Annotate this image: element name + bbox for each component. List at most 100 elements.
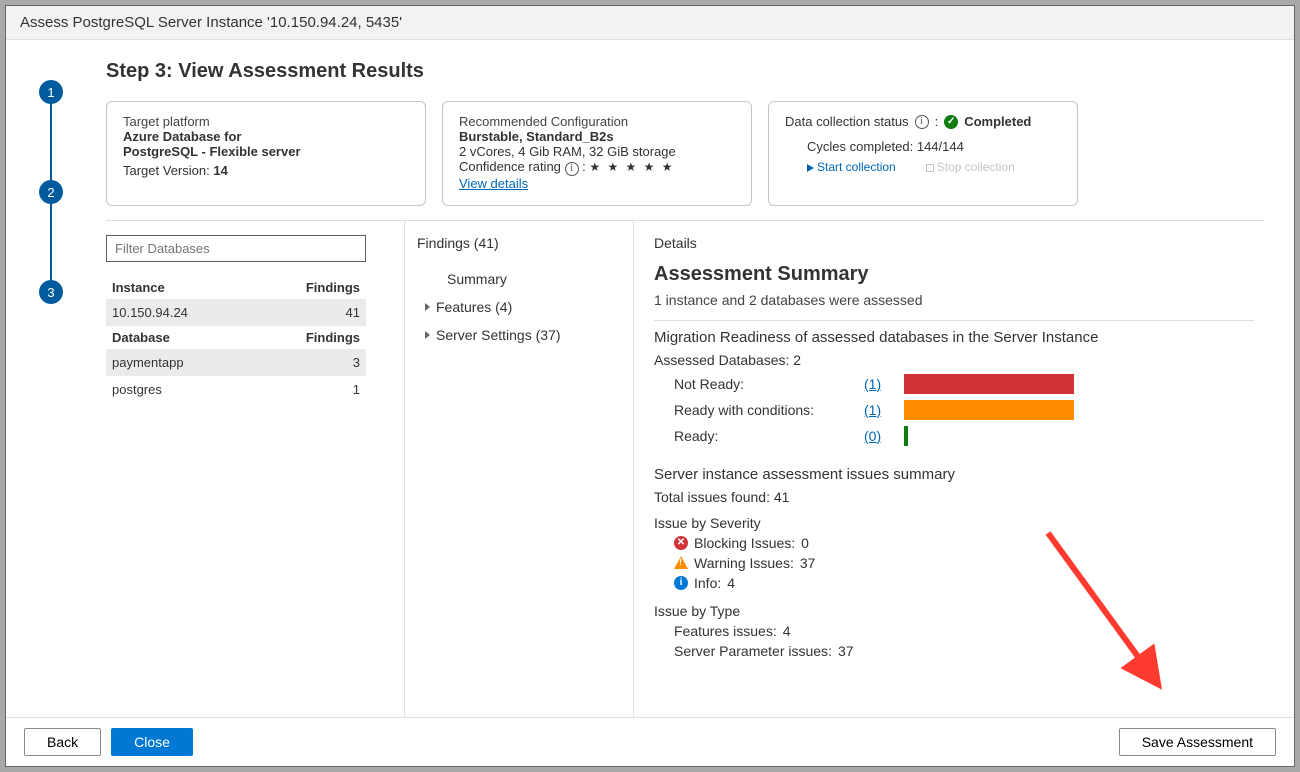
assessment-window: Assess PostgreSQL Server Instance '10.15…	[5, 5, 1295, 767]
findings-server-settings-label: Server Settings (37)	[436, 327, 561, 343]
warning-icon	[674, 556, 688, 569]
issues-summary-header: Server instance assessment issues summar…	[654, 458, 1254, 483]
not-ready-bar	[904, 374, 1074, 394]
info-issues-row: i Info: 4	[674, 575, 1254, 591]
readiness-ready-cond: Ready with conditions: (1)	[674, 400, 1254, 420]
features-issues-value: 4	[783, 623, 791, 639]
instance-row[interactable]: 10.150.94.24 41	[106, 299, 366, 326]
cycles-label: Cycles completed:	[807, 139, 913, 154]
target-platform-label: Target platform	[123, 114, 409, 129]
main-column: Step 3: View Assessment Results Target p…	[96, 40, 1294, 717]
server-param-issues-row: Server Parameter issues: 37	[674, 643, 1254, 659]
findings-title: Findings (41)	[417, 235, 633, 251]
instance-findings: 41	[346, 305, 360, 320]
database-header: Database	[112, 330, 170, 345]
view-details-link[interactable]: View details	[459, 176, 528, 191]
confidence-stars: ★ ★ ★ ★ ★	[589, 160, 674, 174]
findings-server-settings-item[interactable]: Server Settings (37)	[417, 321, 633, 349]
findings-features-item[interactable]: Features (4)	[417, 293, 633, 321]
window-title: Assess PostgreSQL Server Instance '10.15…	[6, 6, 1294, 40]
chevron-right-icon	[425, 303, 430, 311]
target-version-value: 14	[213, 163, 227, 178]
close-button[interactable]: Close	[111, 728, 193, 756]
ready-cond-bar	[904, 400, 1074, 420]
issue-by-type-header: Issue by Type	[654, 603, 1254, 619]
details-title: Details	[654, 235, 1254, 251]
findings-header: Findings	[306, 330, 360, 345]
findings-header: Findings	[306, 280, 360, 295]
target-platform-card: Target platform Azure Database for Postg…	[106, 101, 426, 206]
databases-table: Instance Findings 10.150.94.24 41 Databa…	[106, 276, 366, 403]
findings-features-label: Features (4)	[436, 299, 512, 315]
ready-cond-count[interactable]: (1)	[864, 402, 894, 418]
footer-bar: Back Close Save Assessment	[6, 717, 1294, 766]
not-ready-count[interactable]: (1)	[864, 376, 894, 392]
target-version-label: Target Version:	[123, 163, 210, 178]
step-1-node[interactable]: 1	[39, 80, 63, 104]
ready-count[interactable]: (0)	[864, 428, 894, 444]
assessment-subheading: 1 instance and 2 databases were assessed	[654, 292, 1254, 308]
warning-issues-row: Warning Issues: 37	[674, 555, 1254, 571]
recommended-config-card: Recommended Configuration Burstable, Sta…	[442, 101, 752, 206]
filter-databases-input[interactable]	[106, 235, 366, 262]
summary-cards: Target platform Azure Database for Postg…	[106, 101, 1264, 206]
database-row[interactable]: paymentapp 3	[106, 349, 366, 376]
warning-issues-label: Warning Issues:	[694, 555, 794, 571]
not-ready-label: Not Ready:	[674, 376, 864, 392]
info-icon[interactable]: i	[915, 115, 929, 129]
details-panel: Details Assessment Summary 1 instance an…	[634, 221, 1264, 718]
info-issues-label: Info:	[694, 575, 721, 591]
instance-header: Instance	[112, 280, 165, 295]
play-icon	[807, 164, 814, 172]
blocking-issues-value: 0	[801, 535, 809, 551]
databases-panel: Instance Findings 10.150.94.24 41 Databa…	[106, 221, 404, 718]
findings-summary-item[interactable]: Summary	[417, 265, 633, 293]
assessed-db-label: Assessed Databases:	[654, 352, 789, 368]
readiness-ready: Ready: (0)	[674, 426, 1254, 446]
step-3-node[interactable]: 3	[39, 280, 63, 304]
features-issues-row: Features issues: 4	[674, 623, 1254, 639]
blocking-issues-label: Blocking Issues:	[694, 535, 795, 551]
ready-label: Ready:	[674, 428, 864, 444]
data-collection-card: Data collection status i : ✓ Completed C…	[768, 101, 1078, 206]
cycles-value: 144/144	[917, 139, 964, 154]
database-name: postgres	[112, 382, 162, 397]
readiness-header: Migration Readiness of assessed database…	[654, 320, 1254, 346]
total-issues-label: Total issues found:	[654, 489, 770, 505]
step-2-node[interactable]: 2	[39, 180, 63, 204]
target-platform-line2: PostgreSQL - Flexible server	[123, 144, 409, 159]
features-issues-label: Features issues:	[674, 623, 777, 639]
recommended-spec: 2 vCores, 4 Gib RAM, 32 GiB storage	[459, 144, 735, 159]
start-collection-link[interactable]: Start collection	[807, 160, 896, 174]
database-findings: 3	[353, 355, 360, 370]
warning-issues-value: 37	[800, 555, 816, 571]
assessed-db-value: 2	[793, 352, 801, 368]
server-param-issues-label: Server Parameter issues:	[674, 643, 832, 659]
step-indicator: 1 2 3	[6, 40, 96, 717]
issue-by-severity-header: Issue by Severity	[654, 515, 1254, 531]
database-row[interactable]: postgres 1	[106, 376, 366, 403]
server-param-issues-value: 37	[838, 643, 854, 659]
confidence-label: Confidence rating	[459, 159, 561, 174]
assessment-summary-heading: Assessment Summary	[654, 263, 1254, 286]
info-icon[interactable]: i	[565, 162, 579, 176]
back-button[interactable]: Back	[24, 728, 101, 756]
info-issue-icon: i	[674, 576, 688, 590]
content-row: Instance Findings 10.150.94.24 41 Databa…	[106, 220, 1264, 718]
findings-panel: Findings (41) Summary Features (4) Serve…	[404, 221, 634, 718]
blocking-issues-row: ✕ Blocking Issues: 0	[674, 535, 1254, 551]
total-issues-value: 41	[774, 489, 790, 505]
ready-bar	[904, 426, 908, 446]
stop-collection-link: Stop collection	[926, 160, 1015, 174]
chevron-right-icon	[425, 331, 430, 339]
readiness-not-ready: Not Ready: (1)	[674, 374, 1254, 394]
instance-name: 10.150.94.24	[112, 305, 188, 320]
recommended-config-label: Recommended Configuration	[459, 114, 735, 129]
ready-cond-label: Ready with conditions:	[674, 402, 864, 418]
database-findings: 1	[353, 382, 360, 397]
window-body: 1 2 3 Step 3: View Assessment Results Ta…	[6, 40, 1294, 717]
save-assessment-button[interactable]: Save Assessment	[1119, 728, 1276, 756]
info-issues-value: 4	[727, 575, 735, 591]
check-icon: ✓	[944, 115, 958, 129]
database-name: paymentapp	[112, 355, 184, 370]
